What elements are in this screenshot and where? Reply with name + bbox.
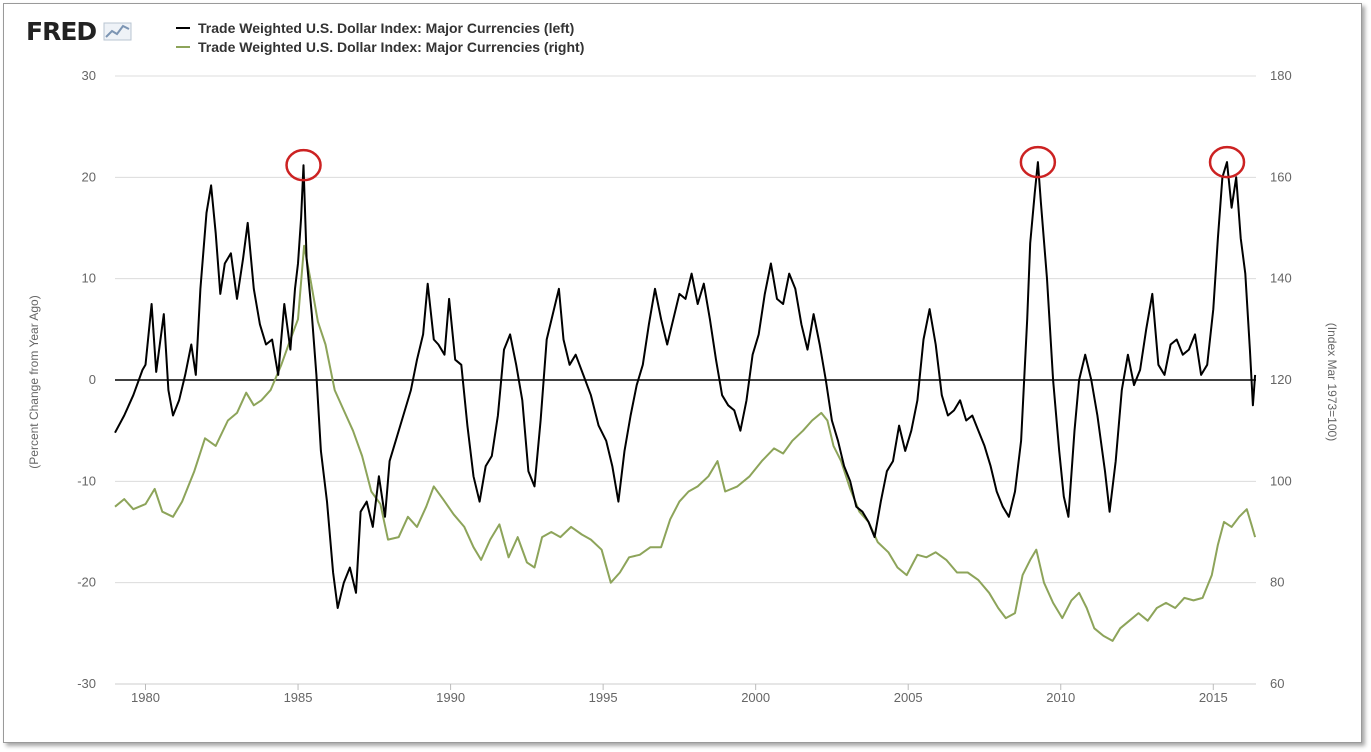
y-left-tick-label: 0 [89, 372, 96, 387]
y-left-tick-label: 20 [82, 169, 96, 184]
series-line-right-green [114, 244, 1257, 642]
y-left-tick-label: 10 [82, 271, 96, 286]
x-tick-label: 1985 [284, 690, 313, 705]
annotation-circles [285, 145, 1246, 182]
legend-item-left-series[interactable]: Trade Weighted U.S. Dollar Index: Major … [176, 18, 584, 37]
x-tick-label: 2005 [894, 690, 923, 705]
x-tick-label: 2015 [1199, 690, 1228, 705]
y-axis-right-title: (Index Mar 1973=100) [1325, 323, 1339, 441]
series-lines [114, 161, 1257, 642]
x-tick-label: 1980 [131, 690, 160, 705]
annotation-circle [1208, 145, 1246, 179]
y-right-tick-label: 120 [1270, 372, 1292, 387]
fred-logo[interactable]: FRED [26, 17, 133, 47]
legend-swatch-green [176, 45, 190, 48]
y-axis-left-title: (Percent Change from Year Ago) [27, 295, 41, 468]
legend-label: Trade Weighted U.S. Dollar Index: Major … [198, 38, 585, 55]
y-left-tick-label: -10 [77, 473, 96, 488]
axis-ticks: -30 -20 -10 0 10 20 30 60 80 100 120 140 160 180 1980 1… [77, 68, 1292, 705]
legend-swatch-black [176, 26, 190, 29]
y-right-tick-label: 160 [1270, 169, 1292, 184]
legend-label: Trade Weighted U.S. Dollar Index: Major … [198, 19, 575, 36]
chart-svg: -30 -20 -10 0 10 20 30 60 80 100 120 140 160 180 1980 1… [27, 68, 1339, 705]
series-line-left-black [114, 161, 1257, 609]
legend-item-right-series[interactable]: Trade Weighted U.S. Dollar Index: Major … [176, 37, 584, 56]
y-right-tick-label: 140 [1270, 271, 1292, 286]
y-left-tick-label: 30 [82, 68, 96, 83]
annotation-circle [285, 148, 322, 182]
logo-text: FRED [26, 17, 97, 46]
y-right-tick-label: 60 [1270, 676, 1284, 691]
chart-graph-icon [103, 22, 132, 41]
x-tick-label: 2010 [1046, 690, 1075, 705]
y-left-tick-label: -30 [77, 676, 96, 691]
y-right-tick-label: 180 [1270, 68, 1292, 83]
y-right-tick-label: 80 [1270, 575, 1284, 590]
x-tick-label: 2000 [741, 690, 770, 705]
y-left-tick-label: -20 [77, 575, 96, 590]
annotation-circle [1019, 145, 1057, 179]
chart-frame: FRED Trade Weighted U.S. Dollar Index: M… [3, 3, 1362, 743]
legend: Trade Weighted U.S. Dollar Index: Major … [176, 18, 584, 56]
y-right-tick-label: 100 [1270, 473, 1292, 488]
x-tick-label: 1990 [436, 690, 465, 705]
x-tick-label: 1995 [589, 690, 618, 705]
